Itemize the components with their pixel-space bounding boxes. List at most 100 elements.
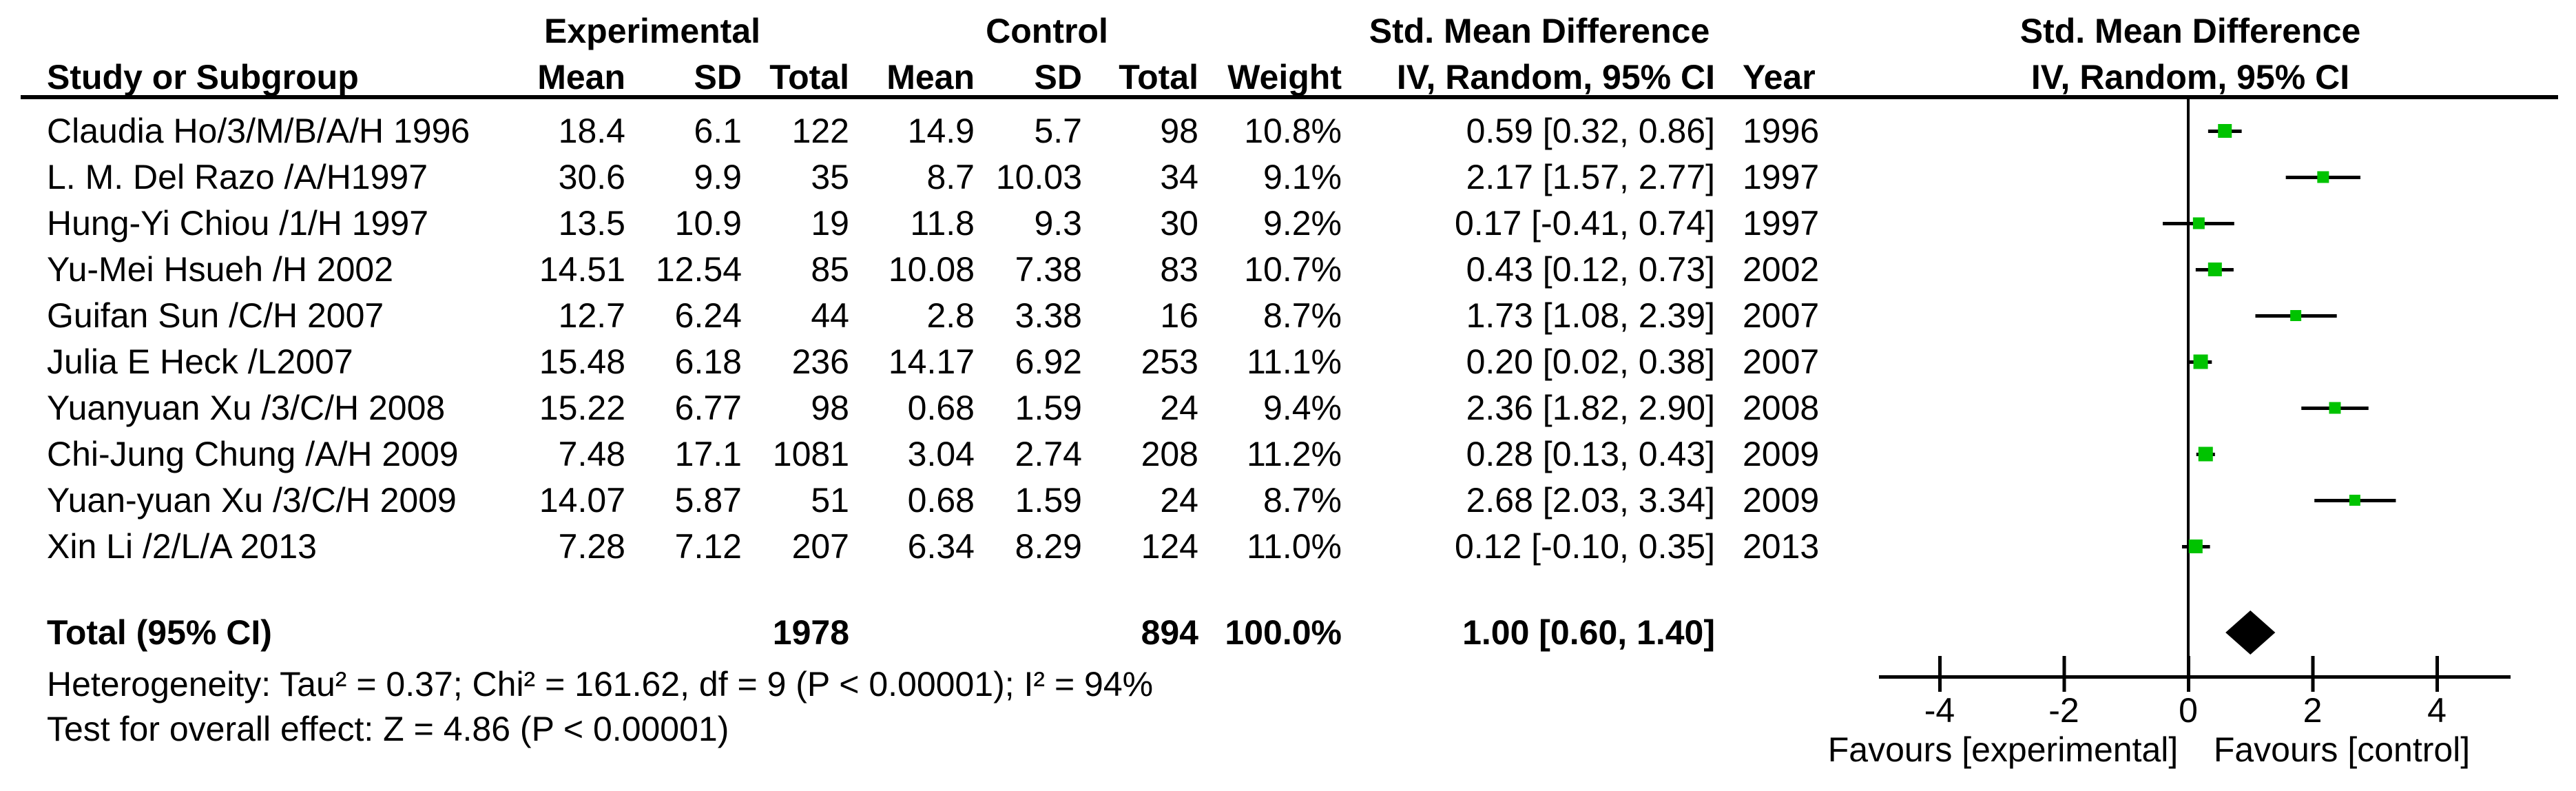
cell-year: 1997 — [1743, 158, 1820, 196]
col-header-iv-table: IV, Random, 95% CI — [1396, 58, 1715, 96]
cell-total_c: 34 — [1160, 158, 1198, 196]
col-header-weight: Weight — [1227, 58, 1342, 96]
cell-total_e: 44 — [811, 296, 849, 335]
cell-total_c: 253 — [1141, 342, 1198, 381]
cell-ci: 2.36 [1.82, 2.90] — [1466, 389, 1715, 427]
col-header-iv-plot: IV, Random, 95% CI — [2030, 58, 2350, 96]
effect-marker — [2329, 402, 2341, 414]
cell-ci: 0.28 [0.13, 0.43] — [1466, 435, 1715, 473]
cell-mean_c: 6.34 — [907, 527, 975, 566]
cell-year: 2013 — [1743, 527, 1820, 566]
heterogeneity-stats: Heterogeneity: Tau² = 0.37; Chi² = 161.6… — [47, 665, 1154, 703]
cell-total_e: 1081 — [772, 435, 849, 473]
col-header-mean-exp: Mean — [537, 58, 625, 96]
effect-marker — [2193, 354, 2208, 369]
cell-mean_e: 30.6 — [558, 158, 625, 196]
effect-marker — [2218, 124, 2232, 138]
cell-sd_c: 2.74 — [1015, 435, 1082, 473]
study-name: Claudia Ho/3/M/B/A/H 1996 — [47, 112, 470, 150]
cell-mean_c: 0.68 — [907, 481, 975, 520]
cell-sd_e: 6.1 — [694, 112, 742, 150]
cell-weight: 9.4% — [1263, 389, 1342, 427]
group-header-smd-plot: Std. Mean Difference — [2019, 12, 2361, 50]
cell-weight: 8.7% — [1263, 481, 1342, 520]
cell-total_e: 207 — [791, 527, 849, 566]
total-diamond — [2225, 610, 2276, 655]
cell-year: 2009 — [1743, 481, 1820, 520]
study-name: Yu-Mei Hsueh /H 2002 — [47, 250, 394, 289]
cell-mean_c: 11.8 — [910, 204, 975, 243]
cell-mean_e: 14.51 — [539, 250, 625, 289]
cell-weight: 11.2% — [1246, 435, 1342, 473]
col-header-total-ctrl: Total — [1119, 58, 1198, 96]
axis-tick-mark — [2435, 656, 2439, 692]
cell-weight: 10.7% — [1244, 250, 1342, 289]
cell-sd_e: 10.9 — [674, 204, 742, 243]
axis-tick-mark — [2311, 656, 2315, 692]
cell-total_e: 35 — [811, 158, 849, 196]
col-header-sd-exp: SD — [694, 58, 742, 96]
cell-sd_e: 9.9 — [694, 158, 742, 196]
cell-ci: 0.20 [0.02, 0.38] — [1466, 342, 1715, 381]
cell-total_c: 124 — [1141, 527, 1198, 566]
effect-marker — [2198, 446, 2213, 462]
cell-mean_c: 14.9 — [907, 112, 975, 150]
cell-mean_c: 0.68 — [907, 389, 975, 427]
cell-year: 1997 — [1743, 204, 1820, 243]
study-name: Julia E Heck /L2007 — [47, 342, 353, 381]
cell-ci: 2.17 [1.57, 2.77] — [1466, 158, 1715, 196]
cell-sd_c: 5.7 — [1034, 112, 1082, 150]
cell-mean_e: 7.48 — [558, 435, 625, 473]
overall-effect-test: Test for overall effect: Z = 4.86 (P < 0… — [47, 710, 729, 748]
cell-sd_e: 6.18 — [674, 342, 742, 381]
zero-line — [2187, 99, 2190, 675]
axis-tick-label: -2 — [2048, 691, 2079, 730]
cell-total_c: 16 — [1160, 296, 1198, 335]
cell-sd_e: 7.12 — [674, 527, 742, 566]
cell-total_c: 83 — [1160, 250, 1198, 289]
cell-sd_c: 7.38 — [1015, 250, 1082, 289]
cell-mean_e: 12.7 — [558, 296, 625, 335]
study-name: Hung-Yi Chiou /1/H 1997 — [47, 204, 429, 243]
total-weight: 100.0% — [1225, 613, 1342, 652]
col-header-mean-ctrl: Mean — [886, 58, 975, 96]
cell-year: 2008 — [1743, 389, 1820, 427]
cell-mean_e: 15.48 — [539, 342, 625, 381]
cell-total_c: 30 — [1160, 204, 1198, 243]
cell-mean_e: 7.28 — [558, 527, 625, 566]
axis-tick-mark — [2187, 656, 2190, 692]
cell-mean_c: 10.08 — [888, 250, 975, 289]
effect-marker — [2192, 217, 2205, 229]
cell-total_e: 98 — [811, 389, 849, 427]
group-header-smd-table: Std. Mean Difference — [1369, 12, 1710, 50]
study-name: Xin Li /2/L/A 2013 — [47, 527, 317, 566]
cell-mean_e: 14.07 — [539, 481, 625, 520]
cell-sd_e: 6.24 — [674, 296, 742, 335]
effect-marker — [2317, 171, 2329, 183]
cell-year: 1996 — [1743, 112, 1820, 150]
cell-total_e: 85 — [811, 250, 849, 289]
cell-mean_e: 15.22 — [539, 389, 625, 427]
cell-mean_c: 3.04 — [907, 435, 975, 473]
cell-sd_c: 9.3 — [1034, 204, 1082, 243]
cell-ci: 0.59 [0.32, 0.86] — [1466, 112, 1715, 150]
cell-year: 2007 — [1743, 296, 1820, 335]
cell-total_e: 122 — [791, 112, 849, 150]
favours-control-label: Favours [control] — [2213, 730, 2471, 769]
cell-ci: 2.68 [2.03, 3.34] — [1466, 481, 1715, 520]
cell-sd_e: 12.54 — [655, 250, 742, 289]
study-name: Chi-Jung Chung /A/H 2009 — [47, 435, 459, 473]
axis-tick-label: 0 — [2179, 691, 2198, 730]
study-name: L. M. Del Razo /A/H1997 — [47, 158, 428, 196]
cell-total_c: 24 — [1160, 389, 1198, 427]
cell-ci: 1.73 [1.08, 2.39] — [1466, 296, 1715, 335]
cell-ci: 0.17 [-0.41, 0.74] — [1454, 204, 1715, 243]
cell-weight: 9.1% — [1263, 158, 1342, 196]
effect-marker — [2208, 263, 2222, 276]
cell-year: 2007 — [1743, 342, 1820, 381]
cell-sd_e: 17.1 — [674, 435, 742, 473]
cell-sd_c: 1.59 — [1015, 481, 1082, 520]
axis-tick-mark — [1938, 656, 1942, 692]
cell-mean_c: 8.7 — [926, 158, 975, 196]
